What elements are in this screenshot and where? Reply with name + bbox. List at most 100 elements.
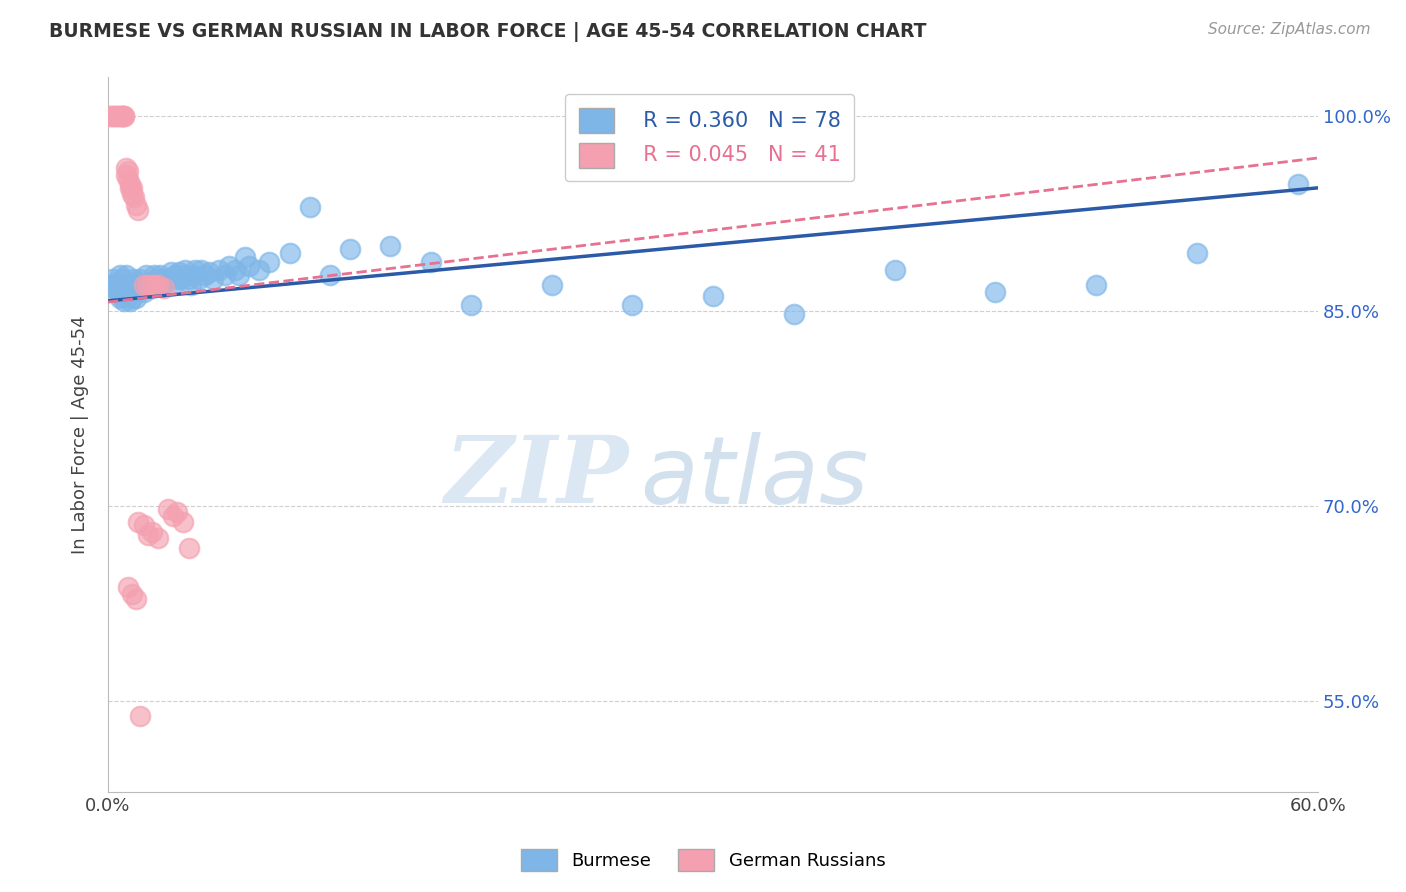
Point — [136, 276, 159, 290]
Point — [108, 109, 131, 123]
Point — [783, 307, 806, 321]
Point — [101, 271, 124, 285]
Point — [115, 281, 138, 295]
Point — [107, 285, 129, 299]
Point — [148, 278, 170, 293]
Point — [117, 164, 139, 178]
Point — [145, 278, 167, 293]
Point — [298, 200, 321, 214]
Point — [131, 278, 153, 293]
Point — [105, 109, 128, 123]
Point — [112, 109, 135, 123]
Point — [540, 278, 562, 293]
Point — [181, 268, 204, 282]
Point — [122, 271, 145, 285]
Point — [190, 262, 212, 277]
Point — [201, 271, 224, 285]
Point — [1085, 278, 1108, 293]
Point — [157, 271, 180, 285]
Point — [162, 509, 184, 524]
Point — [129, 271, 152, 285]
Point — [111, 109, 134, 123]
Point — [238, 259, 260, 273]
Point — [319, 268, 342, 282]
Point — [117, 580, 139, 594]
Text: atlas: atlas — [641, 432, 869, 523]
Point — [134, 285, 156, 299]
Point — [103, 109, 125, 123]
Point — [120, 285, 142, 299]
Point — [103, 281, 125, 295]
Point — [177, 541, 200, 555]
Point — [108, 291, 131, 305]
Point — [111, 271, 134, 285]
Point — [105, 276, 128, 290]
Point — [121, 291, 143, 305]
Point — [121, 278, 143, 293]
Point — [121, 181, 143, 195]
Point — [180, 278, 202, 293]
Point — [125, 592, 148, 607]
Point — [259, 255, 281, 269]
Point — [117, 288, 139, 302]
Point — [172, 515, 194, 529]
Point — [112, 109, 135, 123]
Point — [108, 268, 131, 282]
Point — [134, 518, 156, 533]
Point — [115, 161, 138, 176]
Point — [117, 276, 139, 290]
Point — [120, 293, 142, 308]
Point — [127, 281, 149, 295]
Point — [120, 181, 142, 195]
Point — [153, 281, 176, 295]
Point — [111, 288, 134, 302]
Legend: Burmese, German Russians: Burmese, German Russians — [513, 842, 893, 879]
Point — [149, 268, 172, 282]
Text: ZIP: ZIP — [444, 433, 628, 523]
Text: Source: ZipAtlas.com: Source: ZipAtlas.com — [1208, 22, 1371, 37]
Point — [419, 255, 441, 269]
Point — [135, 268, 157, 282]
Point — [107, 109, 129, 123]
Point — [163, 268, 186, 282]
Point — [166, 506, 188, 520]
Point — [129, 709, 152, 723]
Point — [127, 202, 149, 217]
Point — [115, 168, 138, 182]
Y-axis label: In Labor Force | Age 45-54: In Labor Force | Age 45-54 — [72, 315, 89, 554]
Point — [183, 262, 205, 277]
Point — [1185, 245, 1208, 260]
Point — [117, 171, 139, 186]
Point — [702, 288, 724, 302]
Point — [120, 177, 142, 191]
Point — [380, 239, 402, 253]
Point — [122, 285, 145, 299]
Point — [194, 268, 217, 282]
Point — [143, 268, 166, 282]
Point — [98, 109, 121, 123]
Point — [883, 262, 905, 277]
Point — [136, 278, 159, 293]
Point — [339, 242, 361, 256]
Text: BURMESE VS GERMAN RUSSIAN IN LABOR FORCE | AGE 45-54 CORRELATION CHART: BURMESE VS GERMAN RUSSIAN IN LABOR FORCE… — [49, 22, 927, 42]
Point — [141, 524, 163, 539]
Point — [187, 271, 209, 285]
Point — [162, 278, 184, 293]
Point — [172, 268, 194, 282]
Point — [233, 250, 256, 264]
Point — [115, 268, 138, 282]
Point — [173, 262, 195, 277]
Point — [136, 527, 159, 541]
Point — [148, 532, 170, 546]
Point — [112, 278, 135, 293]
Point — [141, 281, 163, 295]
Point — [121, 187, 143, 202]
Point — [198, 265, 221, 279]
Point — [208, 262, 231, 277]
Point — [125, 197, 148, 211]
Point — [177, 271, 200, 285]
Point — [125, 291, 148, 305]
Point — [127, 515, 149, 529]
Point — [169, 271, 191, 285]
Point — [218, 259, 240, 273]
